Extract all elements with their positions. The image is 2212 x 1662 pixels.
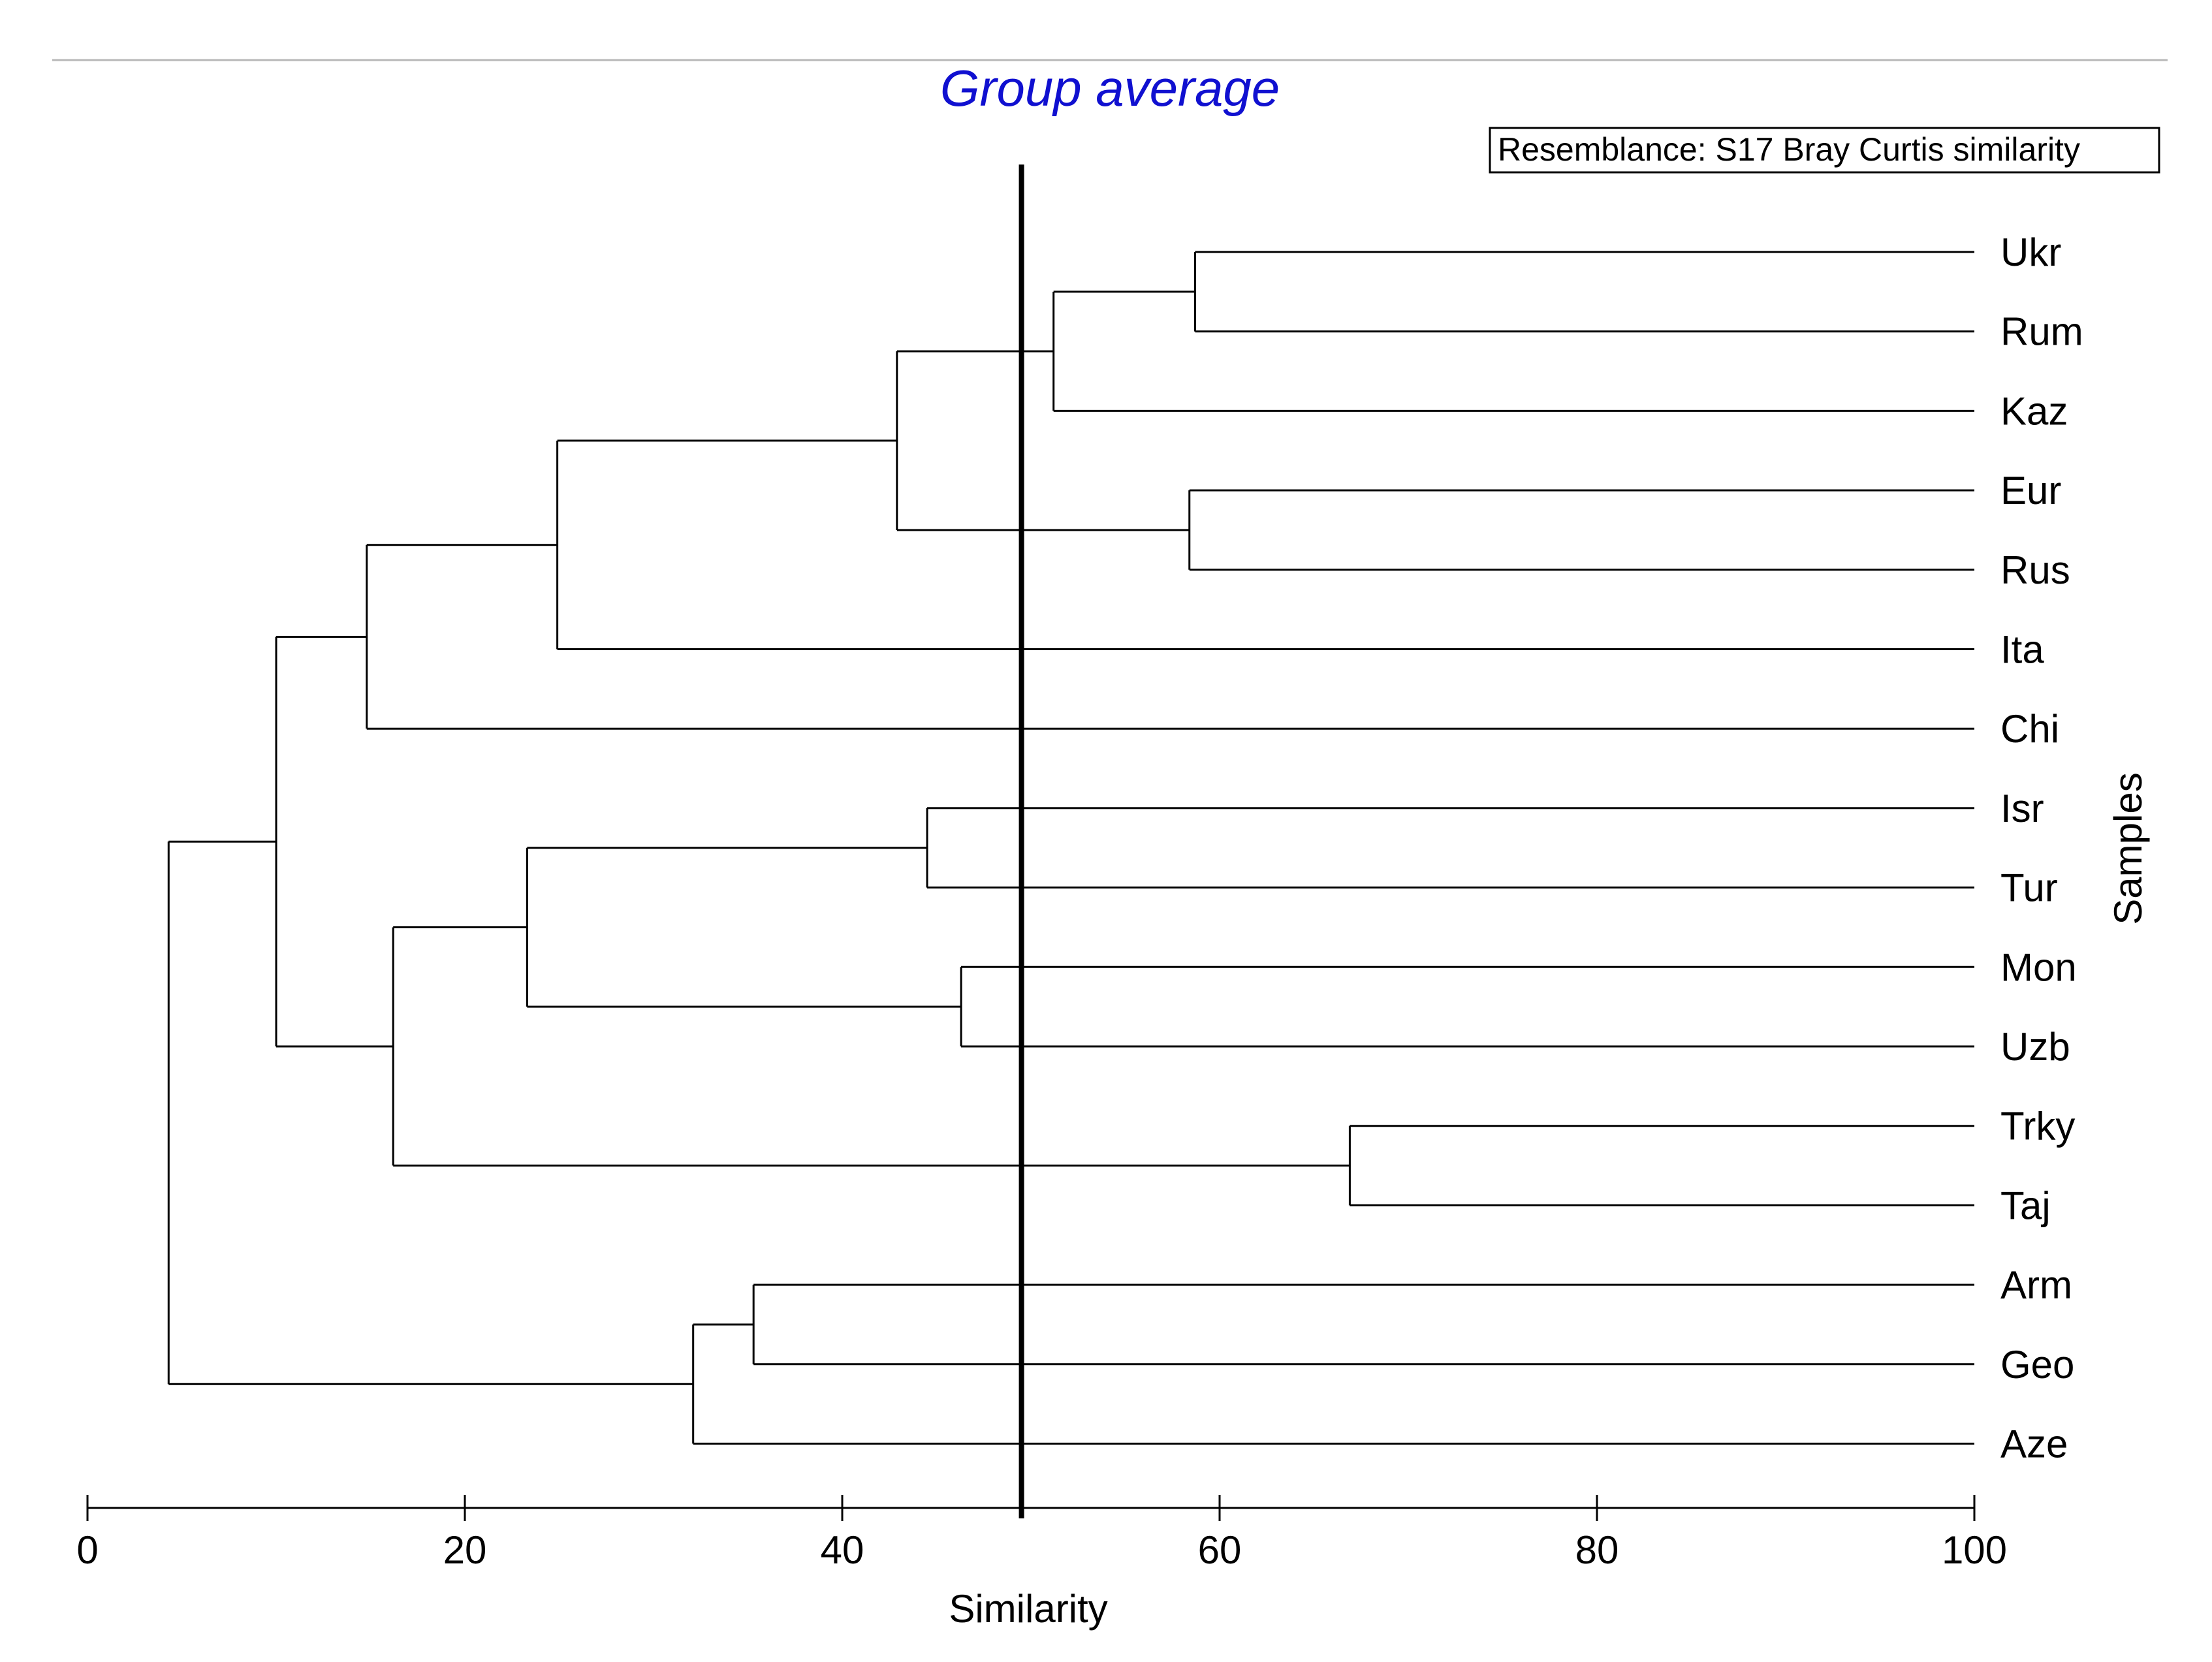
x-tick-label-20: 20 — [443, 1528, 487, 1572]
leaf-label-ita: Ita — [2000, 628, 2044, 672]
x-tick-label-0: 0 — [76, 1528, 98, 1572]
x-axis-label: Similarity — [949, 1587, 1107, 1631]
leaf-label-eur: Eur — [2000, 469, 2061, 512]
y-axis-label: Samples — [2106, 772, 2150, 924]
legend-text: Resemblance: S17 Bray Curtis similarity — [1498, 131, 2080, 168]
leaf-label-kaz: Kaz — [2000, 389, 2068, 433]
leaf-label-tur: Tur — [2000, 866, 2058, 910]
leaf-label-aze: Aze — [2000, 1422, 2068, 1466]
x-tick-label-100: 100 — [1942, 1528, 2007, 1572]
leaf-label-arm: Arm — [2000, 1263, 2072, 1307]
leaf-label-rum: Rum — [2000, 310, 2083, 354]
leaf-label-uzb: Uzb — [2000, 1025, 2070, 1069]
legend-box — [1489, 127, 2160, 174]
x-tick-label-60: 60 — [1198, 1528, 1242, 1572]
leaf-label-geo: Geo — [2000, 1343, 2074, 1387]
x-tick-label-80: 80 — [1575, 1528, 1619, 1572]
leaf-label-taj: Taj — [2000, 1184, 2051, 1227]
leaf-label-ukr: Ukr — [2000, 230, 2061, 274]
dendrogram-branches — [167, 251, 1974, 1445]
leaf-label-mon: Mon — [2000, 945, 2077, 989]
leaf-label-trky: Trky — [2000, 1105, 2075, 1148]
x-tick-label-40: 40 — [821, 1528, 864, 1572]
leaf-label-rus: Rus — [2000, 548, 2070, 592]
x-axis: 0 20 40 60 80 100 — [76, 1495, 2007, 1572]
leaf-label-isr: Isr — [2000, 787, 2044, 830]
chart-title: Group average — [940, 59, 1280, 117]
leaf-labels: Ukr Rum Kaz Eur Rus Ita Chi Isr Tur Mon Uzb Trky Taj… — [2000, 230, 2083, 1466]
leaf-label-chi: Chi — [2000, 707, 2059, 751]
